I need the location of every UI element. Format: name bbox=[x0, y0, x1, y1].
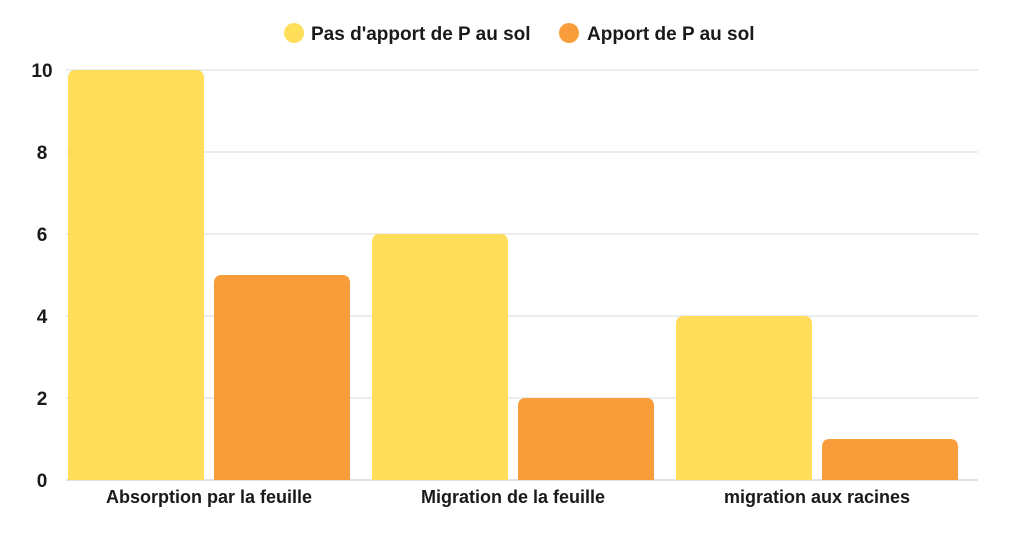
legend-swatch-1 bbox=[284, 23, 304, 43]
bar-series-2-category-3[interactable] bbox=[822, 439, 958, 480]
legend-label-1: Pas d'apport de P au sol bbox=[311, 24, 531, 45]
bar-series-2-category-2[interactable] bbox=[518, 398, 654, 480]
y-tick-label: 0 bbox=[37, 471, 48, 492]
x-axis-labels: Absorption par la feuille Migration de la… bbox=[106, 487, 910, 507]
bars bbox=[68, 70, 958, 480]
x-category-label: migration aux racines bbox=[724, 487, 910, 507]
bar-series-1-category-2[interactable] bbox=[372, 234, 508, 480]
y-tick-label: 2 bbox=[37, 389, 48, 410]
legend: Pas d'apport de P au sol Apport de P au s… bbox=[284, 23, 755, 45]
y-tick-label: 8 bbox=[37, 143, 48, 164]
y-tick-label: 6 bbox=[37, 225, 48, 246]
x-category-label: Absorption par la feuille bbox=[106, 487, 312, 507]
y-axis-ticks: 0 2 4 6 8 10 bbox=[31, 61, 52, 492]
bar-series-2-category-1[interactable] bbox=[214, 275, 350, 480]
bar-series-1-category-3[interactable] bbox=[676, 316, 812, 480]
legend-label-2: Apport de P au sol bbox=[587, 24, 755, 45]
bar-series-1-category-1[interactable] bbox=[68, 70, 204, 480]
x-category-label: Migration de la feuille bbox=[421, 487, 605, 507]
legend-swatch-2 bbox=[559, 23, 579, 43]
y-tick-label: 10 bbox=[31, 61, 52, 82]
y-tick-label: 4 bbox=[37, 307, 48, 328]
